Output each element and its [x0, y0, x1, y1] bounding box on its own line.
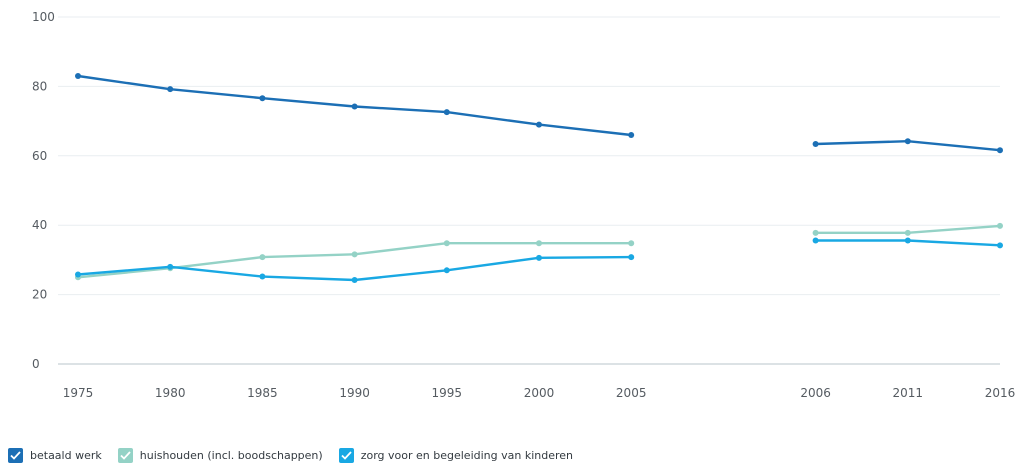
- data-point-2: [351, 277, 358, 284]
- data-point-1: [443, 240, 450, 247]
- data-point-0: [167, 86, 174, 93]
- y-tick-label: 100: [32, 10, 55, 24]
- data-point-2: [75, 271, 81, 278]
- x-tick-label: 2016: [985, 386, 1016, 400]
- y-tick-label: 40: [32, 218, 47, 232]
- y-tick-label: 80: [32, 79, 47, 93]
- legend-item-zorg-kinderen[interactable]: zorg voor en begeleiding van kinderen: [338, 448, 573, 463]
- x-tick-label: 1980: [155, 386, 186, 400]
- data-point-1: [351, 251, 358, 258]
- y-tick-label: 0: [32, 357, 40, 371]
- x-tick-label: 2000: [524, 386, 555, 400]
- x-tick-label: 1975: [63, 386, 94, 400]
- y-tick-label: 20: [32, 288, 47, 302]
- legend-item-betaald-werk[interactable]: betaald werk: [8, 448, 102, 463]
- x-tick-label: 2011: [893, 386, 924, 400]
- data-point-1: [812, 229, 819, 236]
- data-point-2: [443, 267, 450, 274]
- series-line-2: [76, 255, 633, 282]
- data-point-0: [351, 103, 358, 110]
- data-point-0: [443, 109, 450, 116]
- checkbox-checked-icon[interactable]: [8, 448, 23, 463]
- data-point-1: [997, 222, 1003, 229]
- data-point-0: [536, 121, 542, 128]
- legend-item-huishouden[interactable]: huishouden (incl. boodschappen): [117, 448, 323, 463]
- data-point-0: [812, 141, 819, 148]
- data-point-1: [536, 240, 542, 247]
- data-point-0: [259, 95, 266, 102]
- x-tick-label: 1985: [247, 386, 278, 400]
- data-point-2: [259, 273, 266, 280]
- x-tick-label: 1990: [339, 386, 370, 400]
- data-point-2: [628, 254, 635, 261]
- data-point-2: [167, 263, 174, 270]
- x-tick-label: 2006: [800, 386, 831, 400]
- data-point-2: [536, 254, 542, 261]
- series-line-1: [76, 241, 633, 279]
- x-tick-label: 2005: [616, 386, 647, 400]
- data-point-0: [904, 138, 911, 145]
- data-point-1: [259, 254, 266, 261]
- data-point-0: [997, 147, 1003, 154]
- legend-label: zorg voor en begeleiding van kinderen: [360, 449, 573, 462]
- legend: betaald werk huishouden (incl. boodschap…: [8, 448, 589, 463]
- checkbox-checked-icon[interactable]: [117, 448, 133, 463]
- data-point-1: [628, 240, 635, 247]
- legend-label: huishouden (incl. boodschappen): [139, 449, 323, 462]
- x-tick-label: 1995: [432, 386, 463, 400]
- data-point-1: [904, 229, 911, 236]
- data-point-2: [997, 242, 1003, 249]
- y-tick-label: 60: [32, 149, 47, 163]
- chart-plot-area: 0 20 40 60 80 100 1975 1980 1985 1990 1995 2000 2005…: [32, 10, 1016, 400]
- checkbox-checked-icon[interactable]: [338, 448, 354, 463]
- data-point-2: [904, 237, 911, 244]
- data-point-2: [812, 237, 819, 244]
- legend-label: betaald werk: [30, 449, 102, 462]
- data-point-0: [75, 72, 81, 79]
- data-point-0: [628, 131, 635, 138]
